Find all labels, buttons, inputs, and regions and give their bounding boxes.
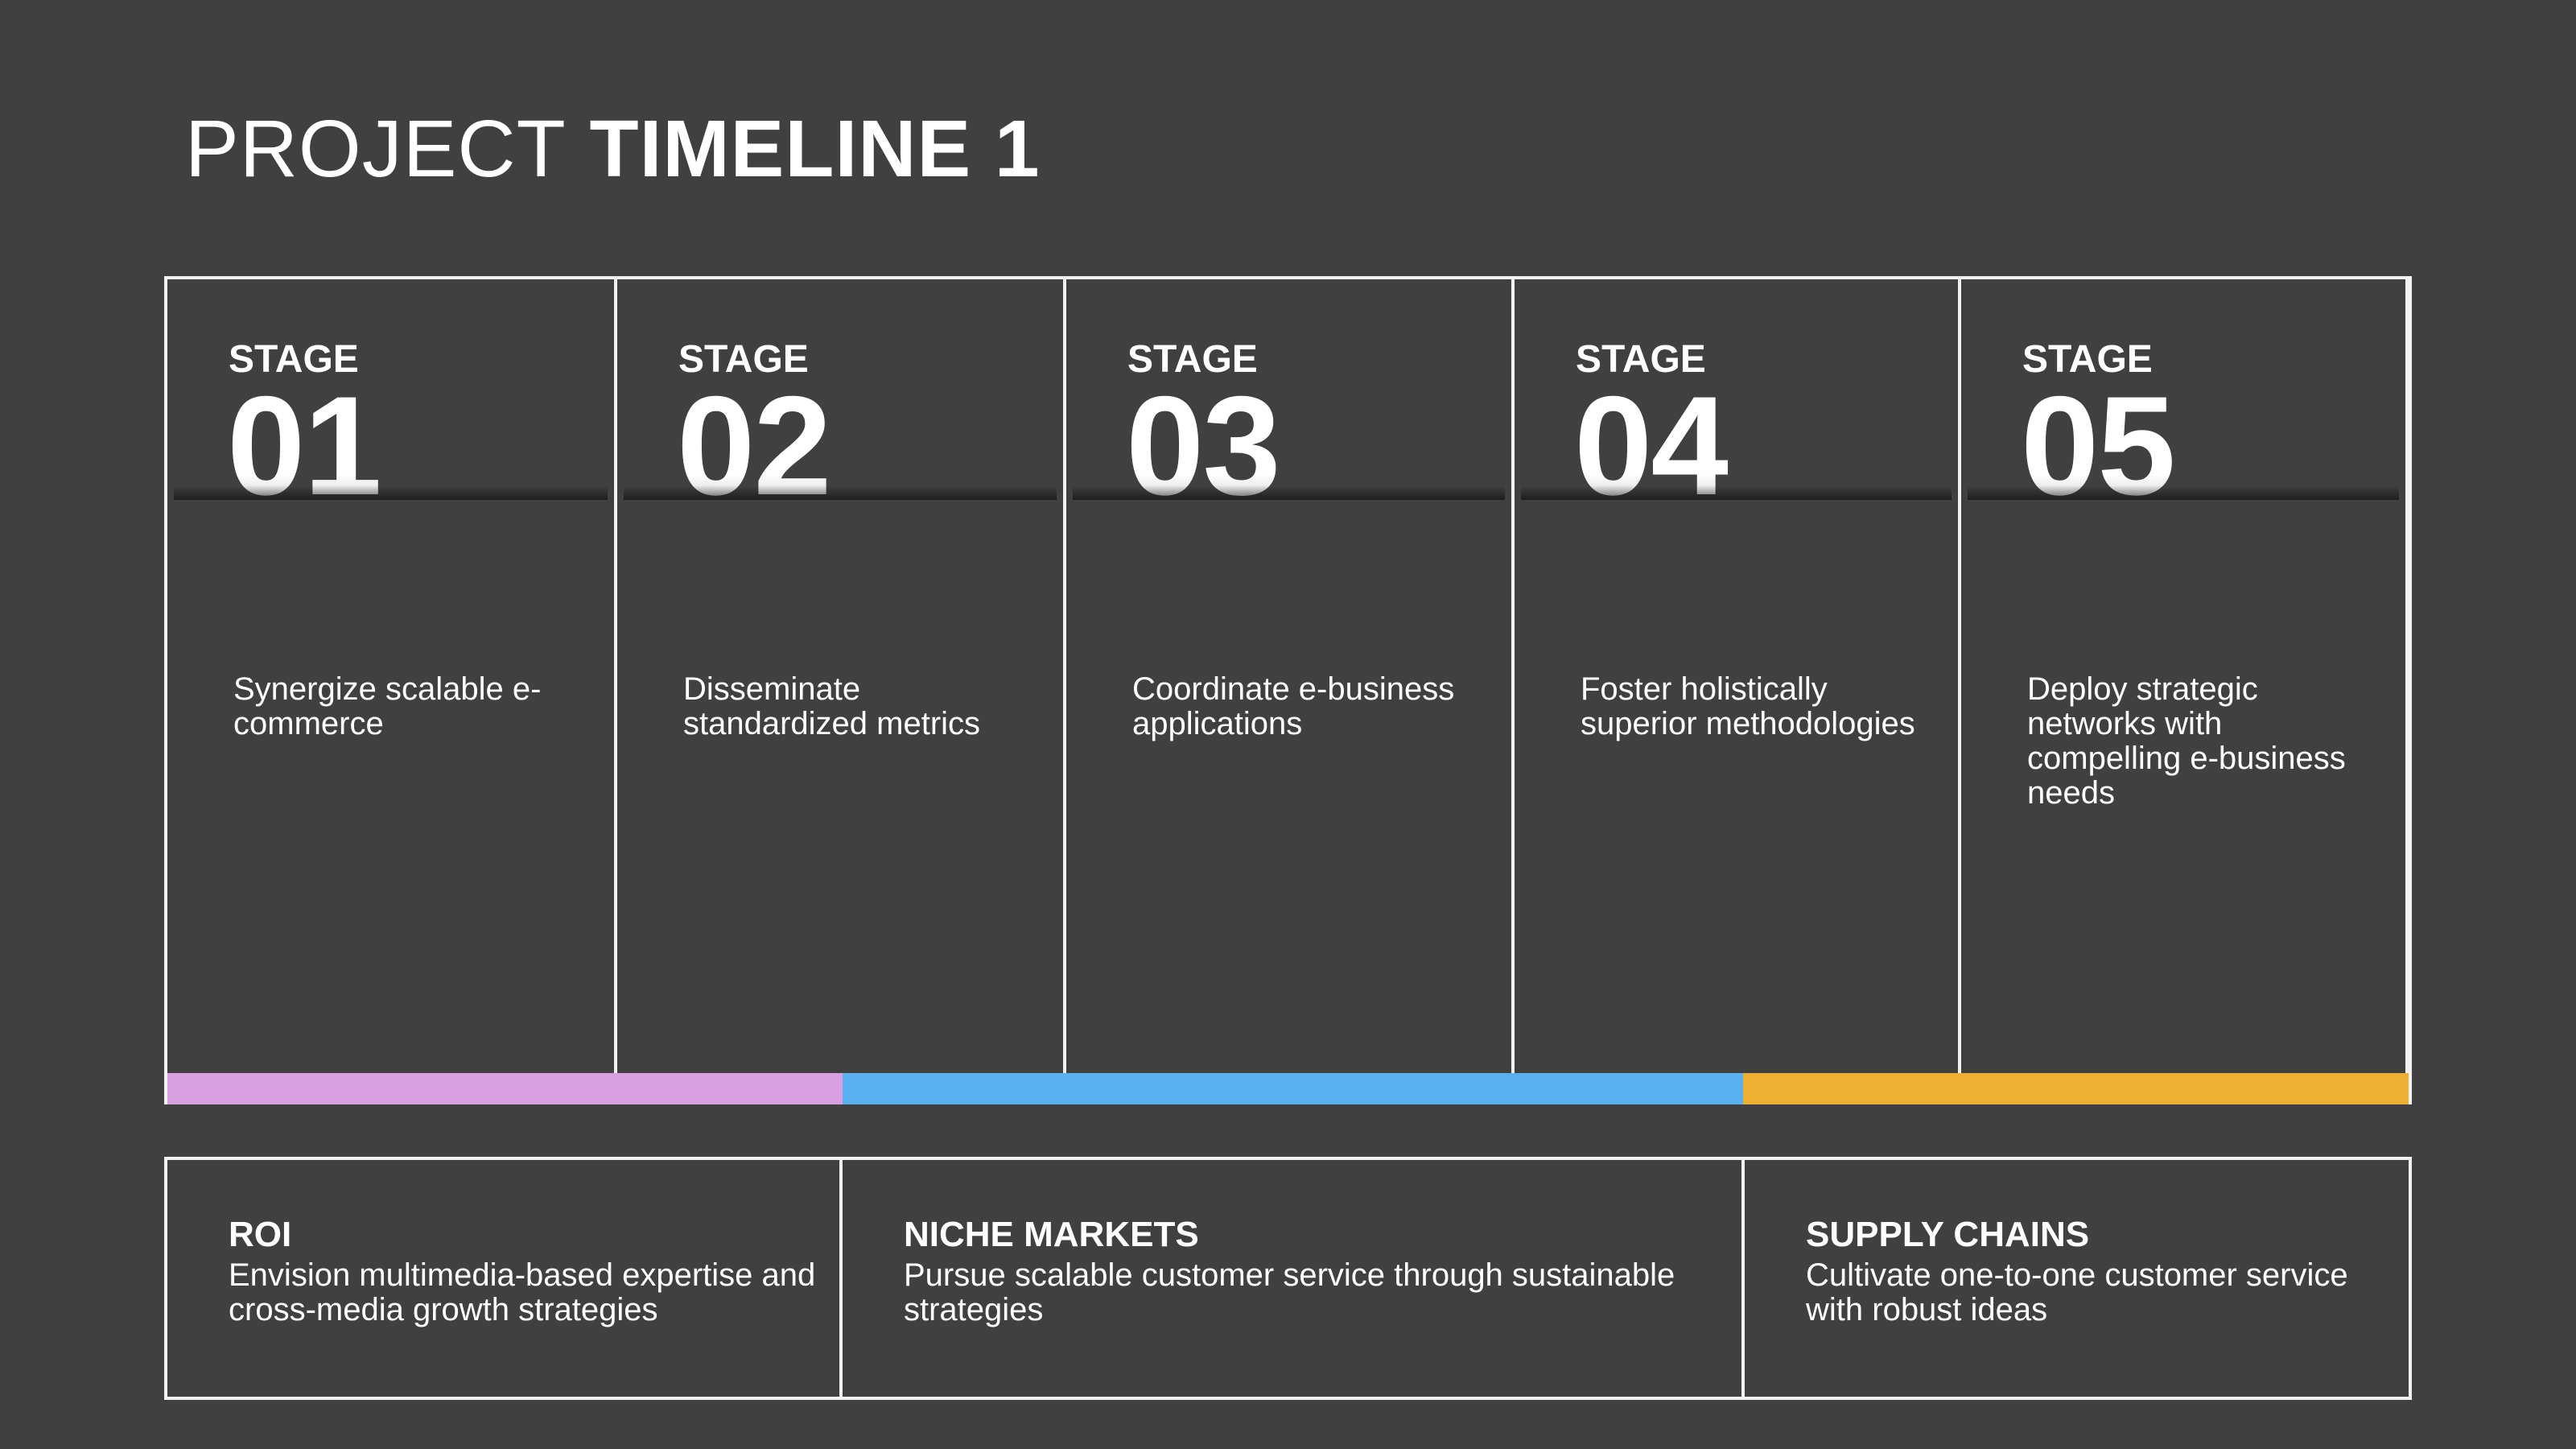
- stage-number-clip: 05: [2021, 376, 2174, 498]
- shelf-shadow: [624, 485, 1057, 500]
- stage-label: STAGE: [1576, 338, 1706, 381]
- stage-label: STAGE: [2022, 338, 2153, 381]
- notes-panel: ROI Envision multimedia-based expertise …: [164, 1157, 2412, 1400]
- stage-number-clip: 03: [1126, 376, 1280, 498]
- stage-label: STAGE: [1127, 338, 1258, 381]
- note-niche-markets: NICHE MARKETS Pursue scalable customer s…: [843, 1160, 1745, 1397]
- note-supply-chains: SUPPLY CHAINS Cultivate one-to-one custo…: [1745, 1160, 2409, 1397]
- note-body: Pursue scalable customer service through…: [904, 1257, 1675, 1327]
- stage-number: 03: [1126, 376, 1280, 498]
- niche-markets-bar: [843, 1073, 1743, 1104]
- stage-number-clip: 01: [227, 376, 381, 498]
- note-title: SUPPLY CHAINS: [1806, 1215, 2090, 1254]
- stage-number: 04: [1574, 376, 1728, 498]
- stage-description: Deploy strategic networks with compellin…: [2027, 671, 2346, 811]
- stage-label: STAGE: [678, 338, 809, 381]
- stage-02: STAGE 02 Disseminate standardized metric…: [617, 279, 1066, 1073]
- stage-number: 01: [227, 376, 381, 498]
- shelf-shadow: [174, 485, 608, 500]
- stage-05: STAGE 05 Deploy strategic networks with …: [1961, 279, 2409, 1073]
- note-title: ROI: [229, 1215, 292, 1254]
- stage-04: STAGE 04 Foster holistically superior me…: [1515, 279, 1961, 1073]
- stage-number-clip: 04: [1574, 376, 1728, 498]
- note-roi: ROI Envision multimedia-based expertise …: [167, 1160, 843, 1397]
- shelf-shadow: [1073, 485, 1505, 500]
- note-body: Cultivate one-to-one customer service wi…: [1806, 1257, 2348, 1327]
- stage-description: Disseminate standardized metrics: [683, 671, 981, 741]
- note-body: Envision multimedia-based expertise and …: [229, 1257, 816, 1327]
- supply-chains-bar: [1743, 1073, 2409, 1104]
- note-title: NICHE MARKETS: [904, 1215, 1199, 1254]
- stage-description: Coordinate e-business applications: [1132, 671, 1455, 741]
- stage-number: 05: [2021, 376, 2174, 498]
- title-bold: TIMELINE 1: [589, 104, 1041, 194]
- stage-number: 02: [677, 376, 831, 498]
- shelf-shadow: [1521, 485, 1952, 500]
- shelf-shadow: [1968, 485, 2399, 500]
- stages-panel: STAGE 01 Synergize scalable e-commerce S…: [164, 276, 2412, 1104]
- stage-description: Synergize scalable e-commerce: [233, 671, 542, 741]
- stage-03: STAGE 03 Coordinate e-business applicati…: [1066, 279, 1515, 1073]
- title-light: PROJECT: [185, 104, 567, 194]
- page-title: PROJECT TIMELINE 1: [185, 103, 1041, 196]
- stage-number-clip: 02: [677, 376, 831, 498]
- stage-description: Foster holistically superior methodologi…: [1581, 671, 1915, 741]
- roi-bar: [167, 1073, 843, 1104]
- stage-label: STAGE: [229, 338, 359, 381]
- stage-01: STAGE 01 Synergize scalable e-commerce: [167, 279, 617, 1073]
